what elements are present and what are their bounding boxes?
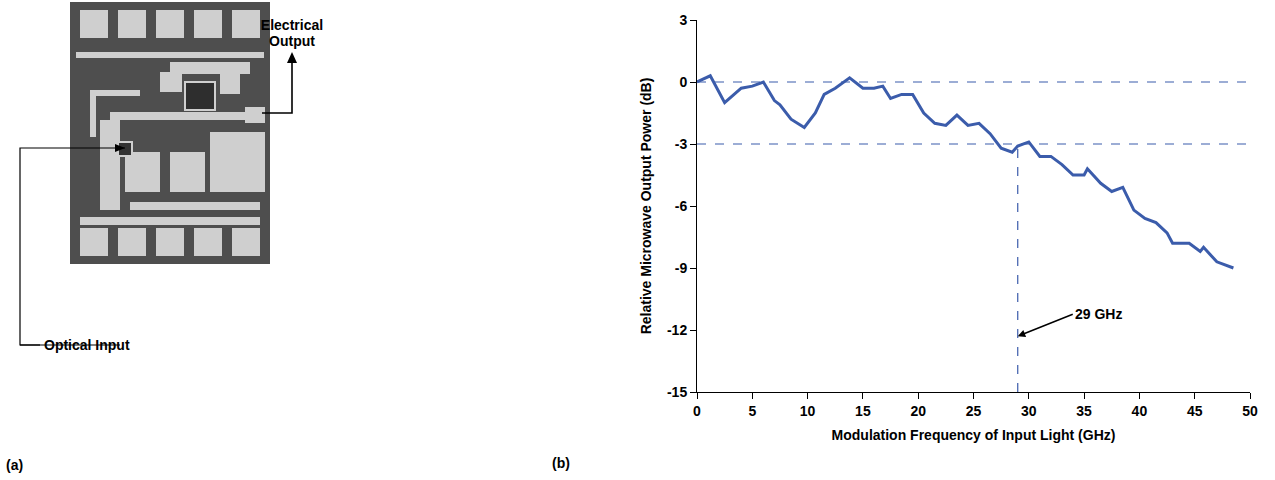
svg-text:20: 20 <box>910 403 926 419</box>
svg-text:0: 0 <box>693 403 701 419</box>
svg-text:Modulation Frequency of Input: Modulation Frequency of Input Light (GHz… <box>832 427 1116 443</box>
svg-text:(a): (a) <box>6 457 23 473</box>
html-text:(b): (b) <box>552 455 570 471</box>
svg-text:-6: -6 <box>675 198 688 214</box>
svg-text:10: 10 <box>800 403 816 419</box>
svg-text:25: 25 <box>966 403 982 419</box>
svg-text:-15: -15 <box>667 384 687 400</box>
svg-text:35: 35 <box>1076 403 1092 419</box>
svg-text:ElectricalOutput: ElectricalOutput <box>261 17 323 49</box>
svg-text:-12: -12 <box>667 322 687 338</box>
svg-text:15: 15 <box>855 403 871 419</box>
svg-text:45: 45 <box>1187 403 1203 419</box>
svg-text:-9: -9 <box>675 260 688 276</box>
svg-text:Relative Microwave Output Powe: Relative Microwave Output Power (dB) <box>638 78 654 335</box>
svg-text:3: 3 <box>679 12 687 28</box>
svg-text:30: 30 <box>1021 403 1037 419</box>
svg-text:-3: -3 <box>675 136 688 152</box>
svg-text:5: 5 <box>748 403 756 419</box>
svg-text:Optical Input: Optical Input <box>44 337 130 353</box>
svg-text:29 GHz: 29 GHz <box>1075 306 1122 322</box>
svg-text:50: 50 <box>1242 403 1258 419</box>
svg-text:40: 40 <box>1132 403 1148 419</box>
svg-text:0: 0 <box>679 74 687 90</box>
